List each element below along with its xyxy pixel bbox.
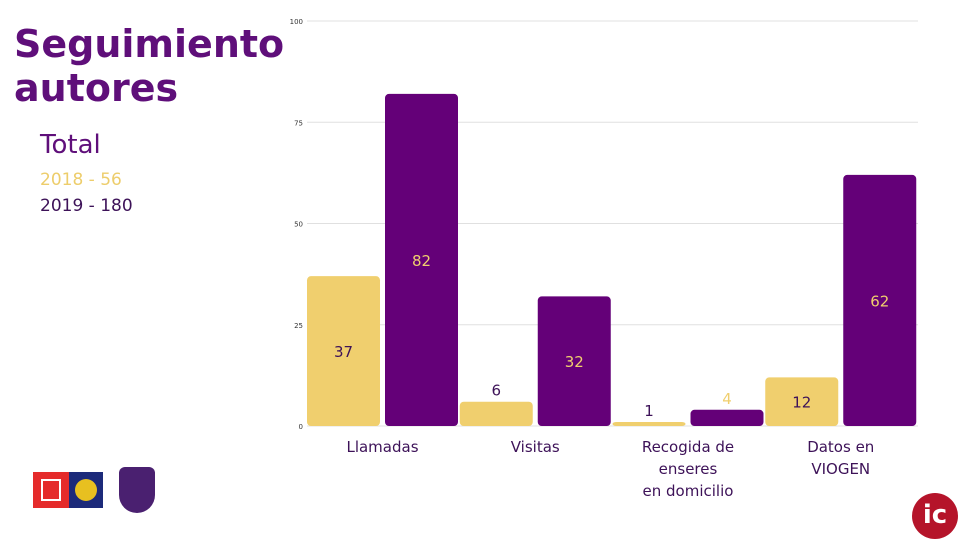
data-label: 37: [334, 343, 353, 361]
page-title: Seguimiento autores: [14, 22, 284, 110]
data-label: 6: [491, 382, 501, 400]
bar-2018: [765, 377, 839, 426]
x-tick-label: Visitas: [511, 438, 560, 456]
x-tick-label: Datos en: [807, 438, 874, 456]
x-tick-label: enseres: [659, 460, 718, 478]
data-label: 32: [565, 353, 584, 371]
logos: [33, 467, 155, 513]
data-label: 12: [792, 394, 811, 412]
title-line-1: Seguimiento: [14, 22, 285, 66]
x-tick-label: Recogida de: [642, 438, 734, 456]
legend-2019: 2019 - 180: [40, 196, 133, 216]
site-logo-text: ic: [922, 500, 948, 530]
data-label: 4: [722, 390, 732, 408]
y-tick-label: 25: [294, 322, 303, 330]
police-badge-logo: [69, 472, 103, 508]
city-council-logo: [33, 472, 69, 508]
unit-shield-logo: [119, 467, 155, 513]
y-tick-label: 100: [290, 18, 303, 26]
bar-2019: [537, 296, 611, 426]
y-tick-label: 0: [299, 423, 303, 431]
site-logo: ic: [912, 493, 958, 539]
x-tick-label: Llamadas: [346, 438, 418, 456]
total-label: Total: [40, 130, 101, 160]
data-label: 62: [870, 292, 889, 310]
bar-2018: [612, 421, 686, 426]
bar-2019: [843, 174, 917, 426]
y-tick-label: 75: [294, 119, 303, 127]
data-label: 82: [412, 252, 431, 270]
bar-2019: [690, 409, 764, 426]
legend-2018: 2018 - 56: [40, 170, 122, 190]
bar-2019: [385, 93, 458, 427]
bar-2018: [307, 276, 380, 426]
y-tick-label: 50: [294, 221, 303, 229]
title-line-2: autores: [14, 66, 179, 110]
x-tick-label: VIOGEN: [811, 460, 870, 478]
bar-2018: [459, 401, 533, 426]
data-label: 1: [644, 402, 654, 420]
x-tick-label: en domicilio: [643, 482, 734, 500]
